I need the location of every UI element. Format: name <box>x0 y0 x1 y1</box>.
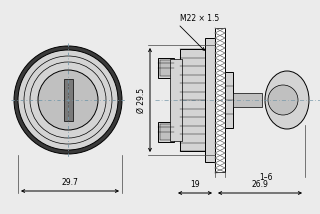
Ellipse shape <box>265 71 309 129</box>
Bar <box>205 38 215 162</box>
Text: 19: 19 <box>190 180 200 189</box>
Circle shape <box>38 70 98 130</box>
Circle shape <box>268 85 298 115</box>
Bar <box>63 79 73 121</box>
Text: M22 × 1.5: M22 × 1.5 <box>180 14 219 23</box>
Bar <box>233 93 262 107</box>
Text: 26.9: 26.9 <box>252 180 268 189</box>
Bar <box>225 72 233 128</box>
Text: 1–6: 1–6 <box>259 173 273 182</box>
Bar <box>170 59 182 141</box>
Text: Ø 29.5: Ø 29.5 <box>137 88 146 113</box>
Bar <box>180 49 205 151</box>
Bar <box>160 124 172 140</box>
Bar <box>158 58 174 78</box>
Bar <box>158 122 174 142</box>
Circle shape <box>18 50 118 150</box>
Bar <box>215 28 225 172</box>
Circle shape <box>14 46 122 154</box>
Bar <box>160 60 172 76</box>
Text: 29.7: 29.7 <box>61 178 78 187</box>
